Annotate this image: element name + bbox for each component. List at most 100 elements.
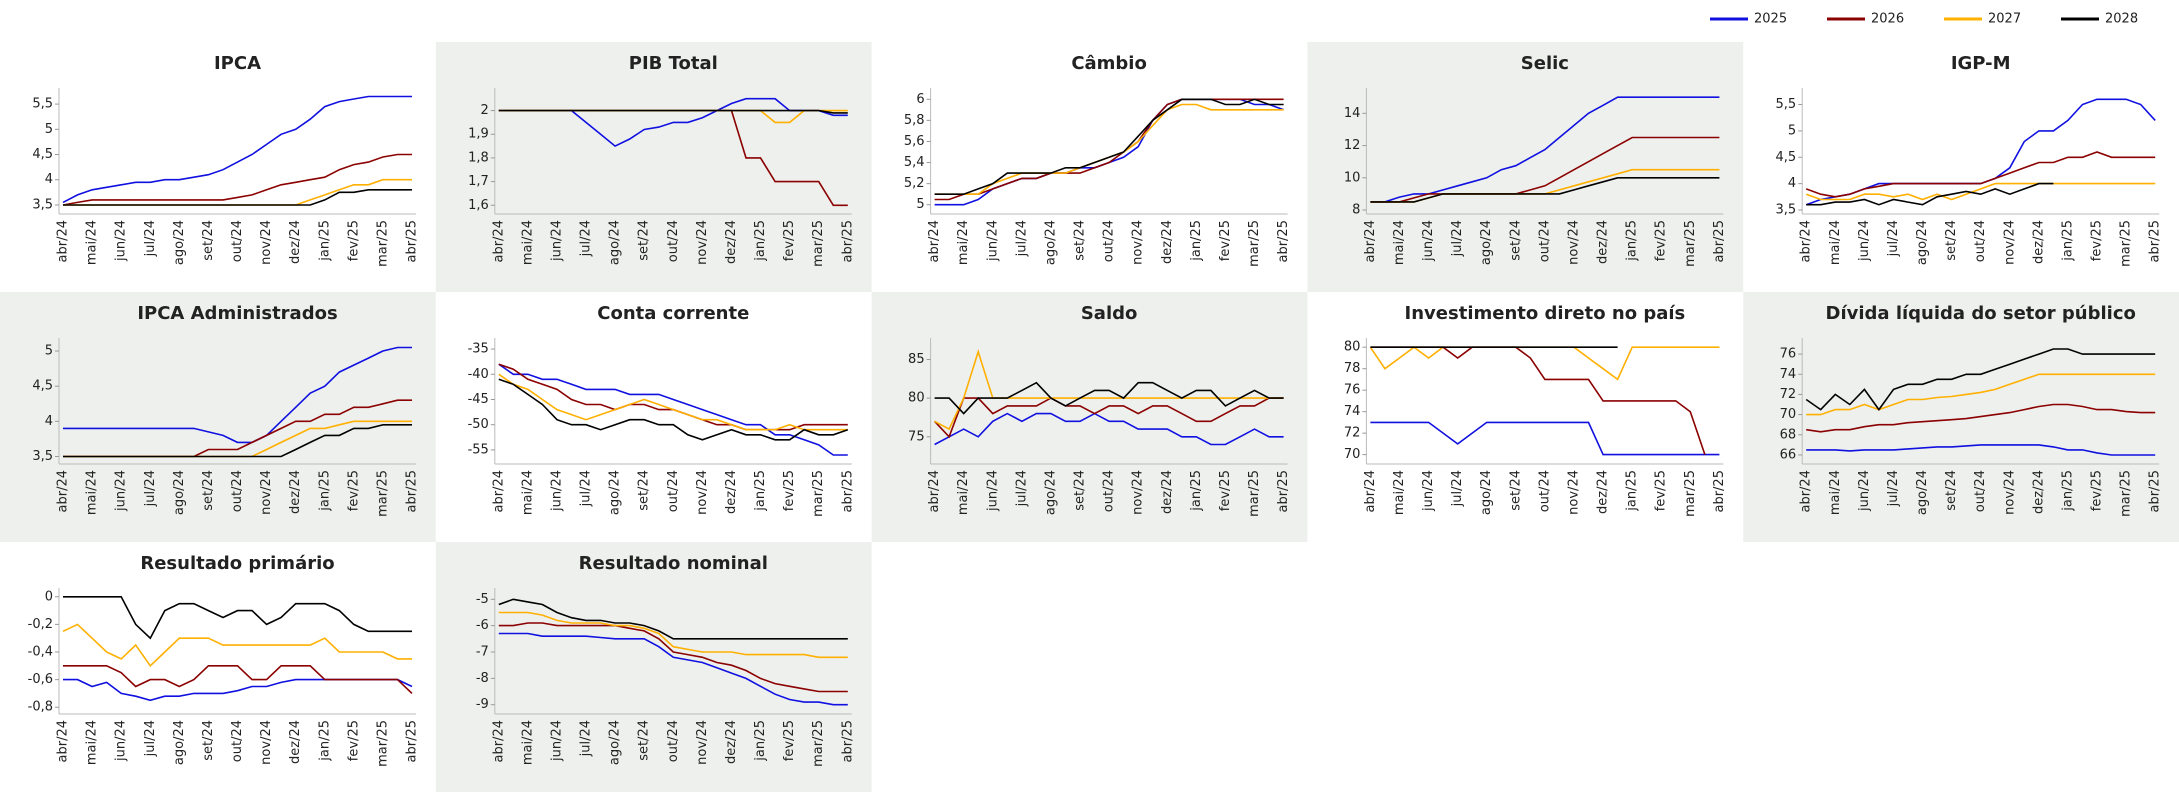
y-tick-label: -8 — [476, 671, 489, 686]
x-tick-label: out/24 — [1102, 470, 1117, 512]
x-tick-label: dez/24 — [1160, 470, 1175, 514]
x-tick-label: nov/24 — [259, 470, 274, 515]
series-line — [1806, 403, 2156, 433]
y-tick-label: -0,2 — [28, 617, 53, 632]
y-tick-label: 0 — [45, 589, 53, 604]
x-tick-label: jan/25 — [753, 720, 768, 762]
series-line — [498, 622, 848, 693]
y-tick-label: 4,5 — [1776, 150, 1797, 165]
x-tick-label: nov/24 — [1566, 470, 1581, 515]
x-tick-label: jan/25 — [2060, 470, 2075, 512]
x-tick-label: dez/24 — [2031, 220, 2046, 264]
x-tick-label: fev/25 — [2090, 220, 2105, 261]
y-tick-label: 85 — [908, 352, 925, 367]
y-tick-label: 10 — [1344, 170, 1361, 185]
x-tick-label: mar/25 — [1683, 470, 1698, 517]
x-tick-label: abr/24 — [927, 220, 942, 263]
x-tick-label: mai/24 — [85, 720, 100, 765]
y-tick-label: 3,5 — [32, 449, 53, 464]
y-tick-label: 5 — [1788, 123, 1796, 138]
panel-title: Selic — [1521, 53, 1569, 74]
legend-label: 2025 — [1754, 12, 1787, 27]
series-line — [63, 346, 412, 444]
x-tick-label: set/24 — [637, 470, 652, 511]
series-line — [1370, 177, 1720, 203]
series-line — [63, 665, 413, 694]
series-line — [934, 98, 1284, 195]
x-tick-label: fev/25 — [346, 220, 361, 261]
x-tick-label: jul/24 — [1886, 220, 1901, 257]
x-tick-label: jun/24 — [1857, 470, 1872, 512]
x-tick-label: mar/25 — [1247, 470, 1262, 517]
x-tick-label: abr/24 — [1363, 220, 1378, 263]
x-tick-label: dez/24 — [1160, 220, 1175, 264]
x-tick-label: nov/24 — [695, 720, 710, 765]
panel-title: Conta corrente — [597, 303, 749, 324]
x-tick-label: abr/25 — [405, 220, 420, 263]
y-tick-label: 70 — [1780, 407, 1797, 422]
series-line — [498, 378, 849, 441]
x-tick-label: fev/25 — [1654, 470, 1669, 511]
series-line — [63, 178, 412, 206]
x-tick-label: dez/24 — [724, 220, 739, 264]
y-tick-label: 5,4 — [904, 155, 925, 170]
y-tick-label: -0,4 — [28, 645, 53, 660]
x-tick-label: jun/24 — [985, 470, 1000, 512]
panel-title: IPCA — [214, 53, 261, 74]
x-tick-label: jun/24 — [114, 470, 129, 512]
y-tick-label: -50 — [468, 417, 489, 432]
x-tick-label: abr/25 — [840, 720, 855, 763]
x-tick-label: abr/25 — [1712, 220, 1727, 263]
x-tick-label: out/24 — [1102, 220, 1117, 262]
x-tick-label: set/24 — [1073, 220, 1088, 261]
y-tick-label: 1,6 — [468, 198, 489, 213]
legend-label: 2028 — [2105, 12, 2138, 27]
series-line — [498, 598, 848, 640]
x-tick-label: set/24 — [1508, 220, 1523, 261]
y-tick-label: 80 — [908, 391, 925, 406]
x-tick-label: dez/24 — [288, 720, 303, 764]
x-tick-label: mar/25 — [811, 470, 826, 517]
x-tick-label: ago/24 — [1043, 470, 1058, 515]
x-tick-label: ago/24 — [1915, 220, 1930, 265]
x-tick-label: nov/24 — [2002, 470, 2017, 515]
x-tick-label: jun/24 — [549, 470, 564, 512]
series-line — [498, 363, 848, 431]
x-tick-label: jun/24 — [549, 720, 564, 762]
x-tick-label: jul/24 — [143, 470, 158, 507]
y-tick-label: 75 — [908, 429, 925, 444]
x-tick-label: nov/24 — [1131, 470, 1146, 515]
x-tick-label: set/24 — [1944, 220, 1959, 261]
x-tick-label: jun/24 — [1857, 220, 1872, 262]
series-line — [934, 381, 1284, 415]
series-line — [498, 363, 848, 456]
y-tick-label: 1,7 — [468, 174, 489, 189]
panel-title: Resultado nominal — [579, 553, 768, 574]
series-line — [498, 373, 848, 431]
series-line — [1805, 348, 2156, 411]
series-line — [934, 98, 1284, 206]
x-tick-label: ago/24 — [608, 720, 623, 765]
y-tick-label: 74 — [1780, 367, 1797, 382]
x-tick-label: dez/24 — [288, 220, 303, 264]
y-tick-label: 66 — [1780, 447, 1797, 462]
series-line — [1806, 182, 2054, 206]
y-tick-label: 8 — [1352, 203, 1360, 218]
series-line — [63, 424, 412, 458]
y-tick-label: 76 — [1780, 347, 1797, 362]
series-line — [62, 623, 412, 668]
x-tick-label: fev/25 — [782, 220, 797, 261]
x-tick-label: fev/25 — [346, 470, 361, 511]
x-tick-label: abr/25 — [1276, 220, 1291, 263]
x-tick-label: nov/24 — [259, 720, 274, 765]
x-tick-label: ago/24 — [172, 220, 187, 265]
x-tick-label: jan/25 — [753, 220, 768, 262]
x-tick-label: jul/24 — [579, 220, 594, 257]
y-tick-label: -45 — [468, 392, 489, 407]
x-tick-label: dez/24 — [1596, 220, 1611, 264]
x-tick-label: mar/25 — [1247, 220, 1262, 267]
x-tick-label: mai/24 — [1828, 470, 1843, 515]
x-tick-label: abr/25 — [405, 720, 420, 763]
x-tick-label: jul/24 — [1450, 220, 1465, 257]
